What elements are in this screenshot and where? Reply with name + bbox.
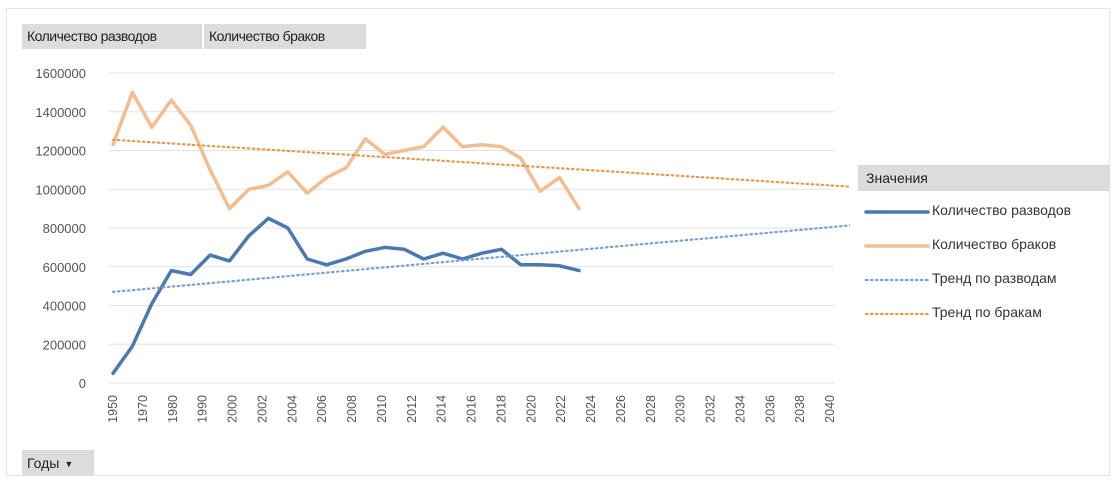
x-tick-label: 2022 [554,395,568,423]
legend: Количество разводов Количество браков Трен… [862,198,1112,334]
line-chart: 0 200000 400000 600000 800000 1000000 1200000 1… [35,66,850,423]
gridlines [109,72,834,384]
y-tick-label: 1200000 [35,144,86,159]
x-tick-label: 2016 [465,395,479,423]
legend-label: Количество разводов [932,202,1072,218]
years-filter-button[interactable]: Годы ▼ [22,450,94,476]
series-lines [111,90,850,376]
x-tick-label: 2040 [823,395,837,423]
x-tick-label: 2034 [733,395,747,423]
legend-swatch [864,312,930,316]
series-line-4 [111,138,850,188]
legend-title: Значения [858,165,1110,191]
x-tick-label: 2028 [644,395,658,423]
y-tick-label: 600000 [43,260,86,275]
y-tick-label: 200000 [43,337,86,352]
dropdown-arrow-icon: ▼ [64,459,74,469]
y-tick-label: 400000 [43,299,86,314]
legend-swatch [864,278,930,282]
field-button-marriages[interactable]: Количество браков [204,24,366,49]
legend-item[interactable]: Тренд по бракам [862,300,1112,334]
x-tick-label: 2032 [704,395,718,423]
x-tick-label: 2010 [375,395,389,423]
legend-item[interactable]: Тренд по разводам [862,266,1112,300]
y-tick-label: 1000000 [35,182,86,197]
x-tick-label: 1990 [196,395,210,423]
x-tick-label: 2000 [226,395,240,423]
legend-swatch [864,244,930,248]
x-tick-label: 2030 [674,395,688,423]
x-tick-label: 2020 [524,395,538,423]
y-tick-label: 1400000 [35,105,86,120]
field-button-divorces[interactable]: Количество разводов [22,24,202,49]
x-tick-label: 2004 [285,395,299,423]
x-tick-label: 2038 [793,395,807,423]
x-tick-label: 1980 [166,395,180,423]
legend-label: Тренд по разводам [932,270,1057,286]
legend-label: Количество браков [932,236,1057,252]
x-tick-label: 2014 [435,395,449,423]
legend-label: Тренд по бракам [932,304,1042,320]
y-tick-label: 800000 [43,221,86,236]
chart-frame [6,8,1110,476]
x-tick-label: 2008 [345,395,359,423]
x-tick-label: 2018 [494,395,508,423]
x-tick-label: 2006 [315,395,329,423]
x-tick-label: 2036 [763,395,777,423]
x-tick-label: 2002 [255,395,269,423]
x-tick-label: 2024 [584,395,598,423]
legend-swatch [864,210,930,214]
series-line-2 [111,90,581,211]
x-tick-label: 1970 [136,395,150,423]
series-line-1 [111,216,581,376]
legend-item[interactable]: Количество разводов [862,198,1112,232]
x-axis-ticks: 1950 1970 1980 1990 2000 2002 2004 2006 2008 2010… [106,395,837,423]
series-line-3 [111,224,850,293]
y-tick-label: 0 [79,376,86,391]
y-tick-label: 1600000 [35,66,86,81]
x-tick-label: 2012 [405,395,419,423]
years-filter-label: Годы [27,455,60,471]
legend-item[interactable]: Количество браков [862,232,1112,266]
x-tick-label: 1950 [106,395,120,423]
y-axis-ticks: 0 200000 400000 600000 800000 1000000 1200000 1… [35,66,86,391]
x-tick-label: 2026 [614,395,628,423]
